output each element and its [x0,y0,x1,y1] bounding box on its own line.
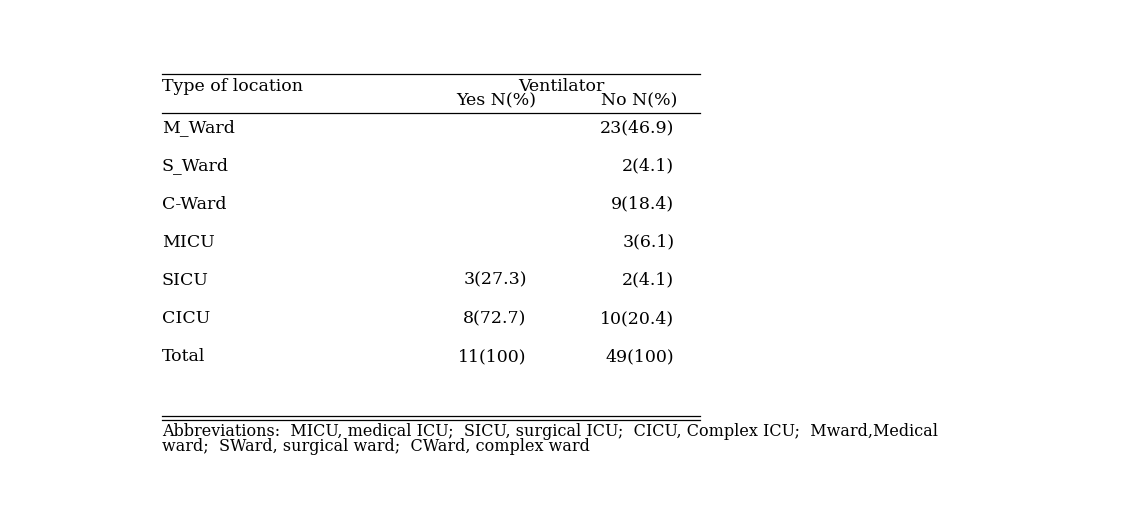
Text: 49(100): 49(100) [605,347,675,364]
Text: ward;  SWard, surgical ward;  CWard, complex ward: ward; SWard, surgical ward; CWard, compl… [161,437,590,455]
Text: CICU: CICU [161,309,210,326]
Text: 2(4.1): 2(4.1) [622,157,675,174]
Text: Abbreviations:  MICU, medical ICU;  SICU, surgical ICU;  CICU, Complex ICU;  Mwa: Abbreviations: MICU, medical ICU; SICU, … [161,422,938,439]
Text: Type of location: Type of location [161,78,303,95]
Text: 3(6.1): 3(6.1) [622,233,675,250]
Text: Yes N(%): Yes N(%) [456,93,536,109]
Text: C-Ward: C-Ward [161,195,226,212]
Text: 11(100): 11(100) [458,347,527,364]
Text: Total: Total [161,347,205,364]
Text: M_Ward: M_Ward [161,119,234,136]
Text: 9(18.4): 9(18.4) [611,195,675,212]
Text: 23(46.9): 23(46.9) [600,119,675,136]
Text: 2(4.1): 2(4.1) [622,271,675,288]
Text: MICU: MICU [161,233,214,250]
Text: 10(20.4): 10(20.4) [601,309,675,326]
Text: No N(%): No N(%) [602,93,678,109]
Text: 8(72.7): 8(72.7) [463,309,527,326]
Text: SICU: SICU [161,271,209,288]
Text: Ventilator: Ventilator [518,78,604,95]
Text: S_Ward: S_Ward [161,157,229,174]
Text: 3(27.3): 3(27.3) [463,271,527,288]
